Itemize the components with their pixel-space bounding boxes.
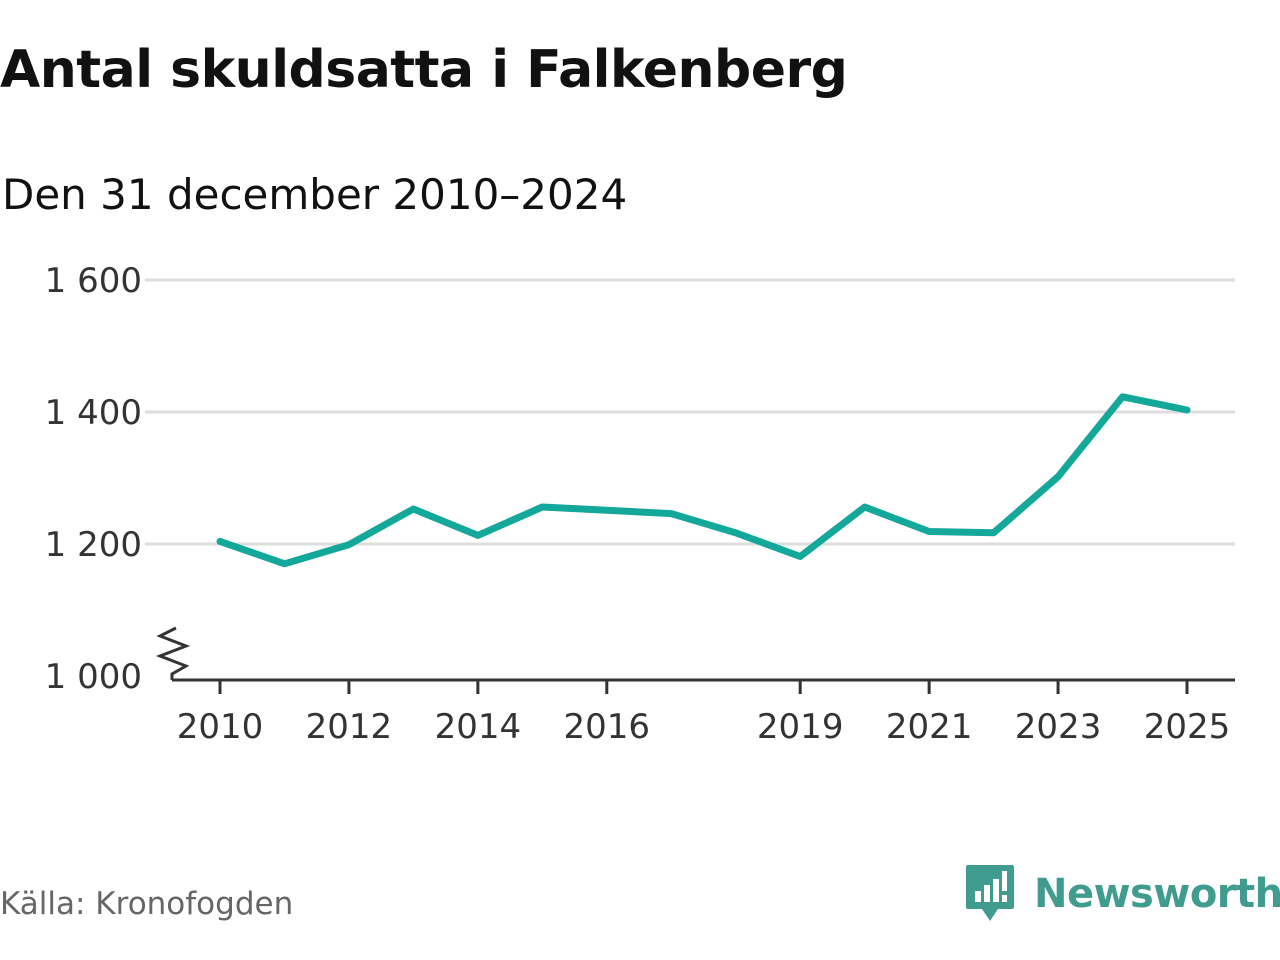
- x-axis-labels: 2010 2012 2014 2016 2019 2021 2023 2025: [177, 707, 1231, 747]
- y-tick-label: 1 400: [45, 393, 142, 433]
- data-point: [1186, 409, 1188, 411]
- series: [216, 393, 1191, 568]
- y-tick-label: 1 200: [45, 525, 142, 565]
- x-tick-label: 2010: [177, 707, 264, 747]
- data-point: [348, 544, 350, 546]
- y-tick-label: 1 000: [45, 657, 142, 697]
- brand-logo[interactable]: Newsworthy: [964, 862, 1280, 926]
- data-point: [735, 532, 737, 534]
- data-point: [541, 506, 543, 508]
- y-axis-labels: 1 000 1 200 1 400 1 600: [45, 261, 142, 697]
- x-tick-label: 2021: [886, 707, 973, 747]
- x-tick-label: 2025: [1144, 707, 1231, 747]
- x-tick-label: 2019: [757, 707, 844, 747]
- x-tick-label: 2016: [564, 707, 651, 747]
- x-axis: [155, 626, 1235, 694]
- data-point: [412, 508, 414, 510]
- series-line: [216, 393, 1191, 568]
- source-note: Källa: Kronofogden: [0, 886, 294, 922]
- data-point: [1122, 396, 1124, 398]
- data-point: [283, 563, 285, 565]
- data-point: [1057, 476, 1059, 478]
- gridlines: [145, 278, 1235, 546]
- data-point: [993, 532, 995, 534]
- chart-subtitle: Den 31 december 2010–2024: [2, 170, 628, 219]
- y-tick-label: 1 600: [45, 261, 142, 301]
- data-point: [928, 530, 930, 532]
- data-point: [477, 534, 479, 536]
- x-tick-label: 2023: [1015, 707, 1102, 747]
- chart-title: Antal skuldsatta i Falkenberg: [0, 40, 848, 100]
- x-tick-label: 2012: [306, 707, 393, 747]
- x-tick-label: 2014: [435, 707, 522, 747]
- data-point: [799, 556, 801, 558]
- brand-name: Newsworthy: [1034, 871, 1280, 917]
- axis-break-mark: [155, 626, 191, 680]
- newsworthy-logo-icon: [966, 865, 1014, 921]
- data-point: [219, 540, 221, 542]
- data-point: [670, 513, 672, 515]
- data-point: [864, 506, 866, 508]
- data-point: [606, 509, 608, 511]
